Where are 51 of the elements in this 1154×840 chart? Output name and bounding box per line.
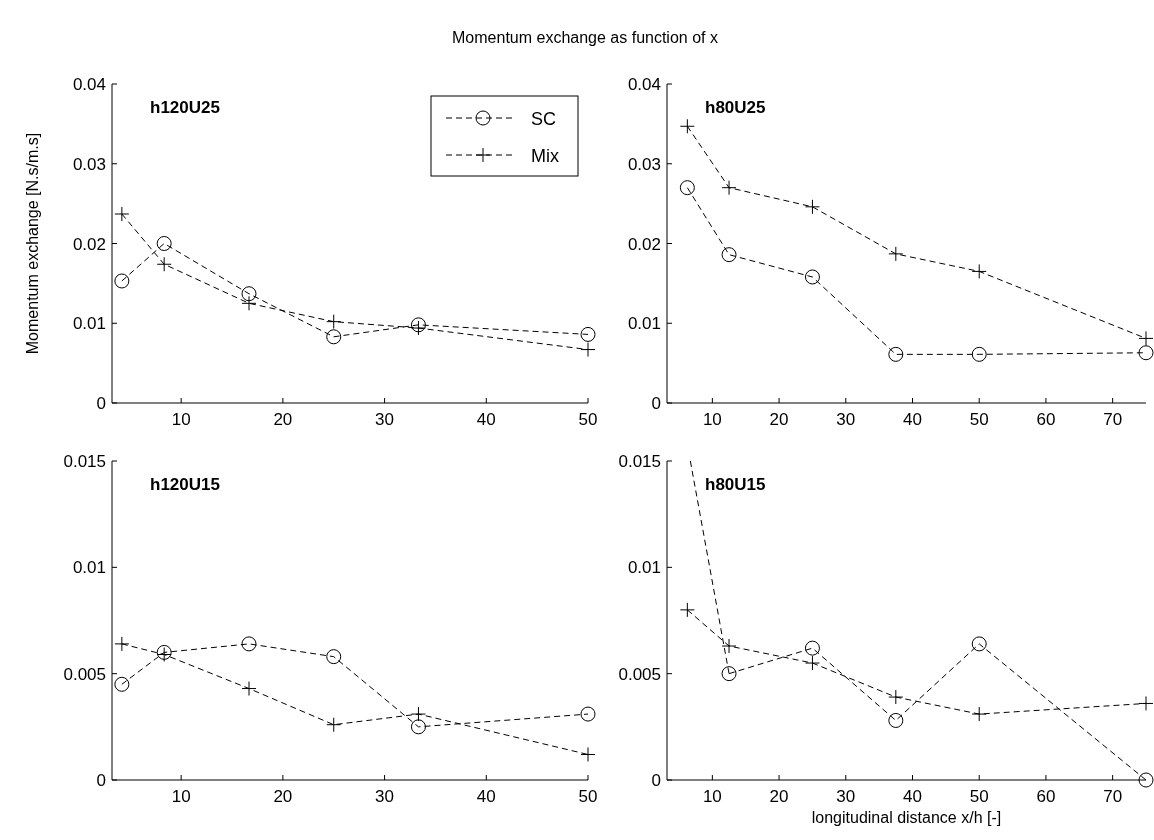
y-tick-label: 0.02 — [627, 234, 661, 254]
x-tick-label: 50 — [578, 787, 598, 806]
x-tick-label: 60 — [1036, 410, 1056, 429]
x-tick-label: 10 — [702, 787, 722, 806]
x-tick-label: 20 — [273, 410, 293, 429]
y-tick-label: 0.015 — [618, 452, 661, 471]
x-axis-title: longitudinal distance x/h [-] — [811, 809, 1002, 826]
y-tick-label: 0.03 — [627, 154, 661, 174]
annotation: h80U25 — [705, 98, 766, 117]
x-tick-label: 50 — [969, 787, 989, 806]
y-tick-label: 0 — [651, 771, 661, 790]
legend-label: SC — [531, 109, 557, 129]
annotation: h120U25 — [150, 98, 220, 117]
x-tick-label: 40 — [903, 410, 922, 429]
y-tick-label: 0 — [96, 394, 106, 413]
x-tick-label: 40 — [476, 787, 496, 806]
x-tick-label: 50 — [969, 410, 989, 429]
y-tick-label: 0.005 — [618, 664, 661, 684]
y-tick-label: 0.01 — [627, 558, 661, 578]
y-tick-label: 0.01 — [72, 314, 106, 334]
legend-label: Mix — [531, 146, 559, 166]
x-tick-label: 30 — [836, 787, 856, 806]
x-tick-label: 10 — [171, 410, 191, 429]
y-tick-label: 0 — [96, 771, 106, 790]
x-tick-label: 40 — [476, 410, 496, 429]
x-tick-label: 50 — [578, 410, 598, 429]
y-tick-label: 0.04 — [627, 75, 661, 94]
y-axis-title: Momentum exchange [N.s/m.s] — [24, 132, 41, 355]
y-tick-label: 0.01 — [72, 558, 106, 578]
y-tick-label: 0 — [651, 394, 661, 413]
annotation: h120U15 — [150, 475, 220, 494]
x-tick-label: 70 — [1103, 787, 1123, 806]
x-tick-label: 20 — [769, 787, 789, 806]
x-tick-label: 30 — [375, 410, 395, 429]
x-tick-label: 20 — [769, 410, 789, 429]
x-tick-label: 60 — [1036, 787, 1056, 806]
x-tick-label: 30 — [836, 410, 856, 429]
y-tick-label: 0.01 — [627, 314, 661, 334]
y-tick-label: 0.005 — [63, 664, 106, 684]
x-tick-label: 30 — [375, 787, 395, 806]
annotation: h80U15 — [705, 475, 766, 494]
x-tick-label: 20 — [273, 787, 293, 806]
x-tick-label: 10 — [702, 410, 722, 429]
y-tick-label: 0.04 — [72, 75, 106, 94]
y-tick-label: 0.03 — [72, 154, 106, 174]
y-tick-label: 0.02 — [72, 234, 106, 254]
chart-title: Momentum exchange as function of x — [452, 29, 718, 46]
y-tick-label: 0.015 — [63, 452, 106, 471]
x-tick-label: 70 — [1103, 410, 1123, 429]
x-tick-label: 10 — [171, 787, 191, 806]
x-tick-label: 40 — [903, 787, 922, 806]
